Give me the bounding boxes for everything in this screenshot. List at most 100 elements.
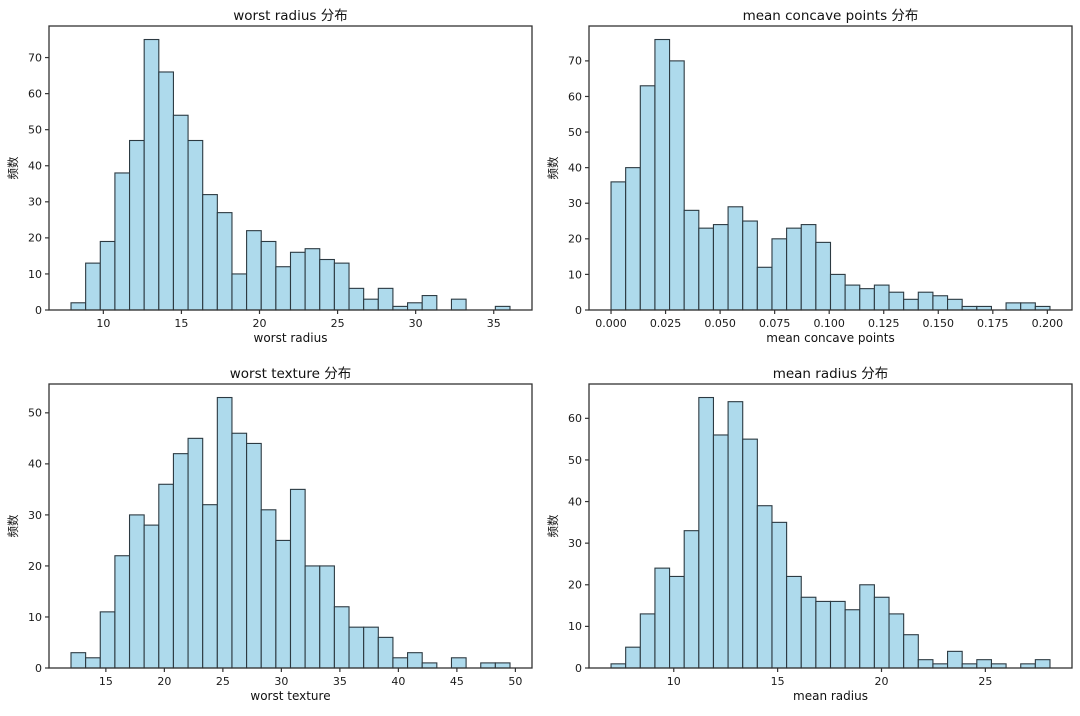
histogram-bar [829, 273, 846, 311]
histogram-bar [143, 524, 160, 669]
histogram-bar [698, 227, 715, 311]
histogram-bar [844, 284, 861, 311]
axes-frame [588, 383, 1073, 669]
y-tick-label: 10 [28, 611, 42, 624]
y-tick-label: 0 [575, 304, 582, 317]
histogram-bar [712, 434, 729, 669]
histogram-bar [304, 248, 321, 311]
y-tick-label: 70 [568, 55, 582, 68]
histogram-bar [275, 266, 292, 311]
x-tick-label: 30 [409, 317, 423, 330]
x-axis-label: mean radius [793, 689, 868, 703]
histogram-bar [421, 295, 438, 311]
histogram-bar [683, 530, 700, 669]
histogram-bar [377, 287, 394, 311]
histogram-bar [1020, 302, 1036, 311]
histogram-bar [216, 212, 233, 311]
y-tick-label: 50 [28, 124, 42, 137]
x-axis-label: worst texture [250, 689, 331, 703]
histogram-bar [289, 488, 306, 669]
histogram-bar [348, 626, 365, 669]
axes-frame [588, 25, 1073, 311]
histogram-bar [202, 194, 218, 311]
histogram-bar [756, 266, 773, 311]
x-tick-label: 20 [253, 317, 267, 330]
y-tick-label: 20 [568, 233, 582, 246]
histogram-bar [947, 650, 963, 669]
x-tick-label: 0.025 [650, 317, 682, 330]
histogram-bar [231, 273, 248, 311]
histogram-bar [639, 85, 656, 311]
y-tick-label: 40 [568, 161, 582, 174]
histogram-bar [815, 600, 832, 669]
x-tick-label: 25 [978, 675, 992, 688]
y-tick-label: 0 [35, 304, 42, 317]
histogram-bar [756, 505, 773, 669]
x-axis-label: worst radius [253, 331, 328, 345]
histogram-bar [610, 181, 627, 311]
histogram-bar [158, 71, 174, 311]
x-tick-label: 10 [667, 675, 681, 688]
y-tick-label: 60 [568, 90, 582, 103]
histogram-bar [1034, 659, 1051, 669]
histogram-bar [143, 38, 160, 311]
y-tick-label: 50 [568, 454, 582, 467]
histogram-bar [873, 284, 890, 311]
histogram-bar [333, 606, 350, 669]
x-tick-label: 15 [174, 317, 188, 330]
y-tick-label: 30 [28, 509, 42, 522]
histogram-bar [859, 288, 875, 311]
chart-title: mean radius 分布 [772, 366, 889, 382]
y-tick-label: 50 [28, 407, 42, 420]
y-tick-label: 30 [568, 537, 582, 550]
y-tick-label: 20 [28, 232, 42, 245]
histogram-bar [319, 565, 335, 669]
histogram-bar [319, 258, 335, 311]
x-tick-label: 0.125 [868, 317, 900, 330]
y-tick-label: 30 [568, 197, 582, 210]
histogram-bar [815, 241, 832, 311]
histogram-mean-concave-points: 0.000 0.025 0.050 0.075 0.100 0.125 0.150 0.175… [540, 0, 1080, 358]
histogram-bar [625, 167, 641, 311]
histogram-bar [800, 596, 817, 669]
histogram-bar [727, 401, 744, 669]
histogram-bar [85, 262, 101, 311]
x-tick-label: 0.000 [595, 317, 627, 330]
y-tick-label: 40 [568, 495, 582, 508]
histogram-bar [932, 295, 949, 311]
x-tick-label: 0.150 [923, 317, 955, 330]
histogram-bar [129, 139, 145, 311]
histogram-bar [172, 114, 189, 311]
histogram-bar [114, 555, 131, 669]
x-tick-label: 45 [450, 675, 464, 688]
histogram-bar [742, 438, 758, 669]
histogram-mean-radius: 10 15 20 25 0 10 20 30 40 50 60 mean radius 分布 mea… [540, 358, 1080, 716]
histogram-bar [70, 302, 87, 311]
chart-title: mean concave points 分布 [742, 8, 919, 24]
histogram-bar [771, 238, 788, 311]
histogram-bar [187, 437, 204, 669]
histogram-bar [158, 483, 174, 669]
histogram-bar [786, 575, 802, 669]
x-tick-label: 25 [216, 675, 230, 688]
plot-area-worst-texture: 15 20 25 30 35 40 45 50 0 10 20 30 40 50 [28, 383, 533, 688]
histogram-bar [275, 539, 292, 669]
histogram-worst-radius: 10 15 20 25 30 35 0 10 20 30 40 50 60 70 worst radius… [0, 0, 540, 358]
histogram-bar [669, 60, 685, 311]
histogram-bar [888, 291, 905, 311]
y-tick-label: 0 [35, 662, 42, 675]
histogram-bar [128, 514, 145, 669]
histogram-bar [246, 442, 262, 669]
histogram-bar [946, 298, 963, 311]
histogram-bar [333, 262, 350, 311]
y-tick-label: 10 [568, 620, 582, 633]
y-tick-label: 60 [568, 412, 582, 425]
y-tick-label: 50 [568, 126, 582, 139]
x-tick-label: 10 [96, 317, 110, 330]
histogram-bar [99, 240, 116, 311]
histogram-bar [363, 626, 379, 669]
x-tick-label: 0.075 [759, 317, 791, 330]
chart-title: worst texture 分布 [229, 366, 352, 382]
x-tick-label: 0.050 [704, 317, 736, 330]
